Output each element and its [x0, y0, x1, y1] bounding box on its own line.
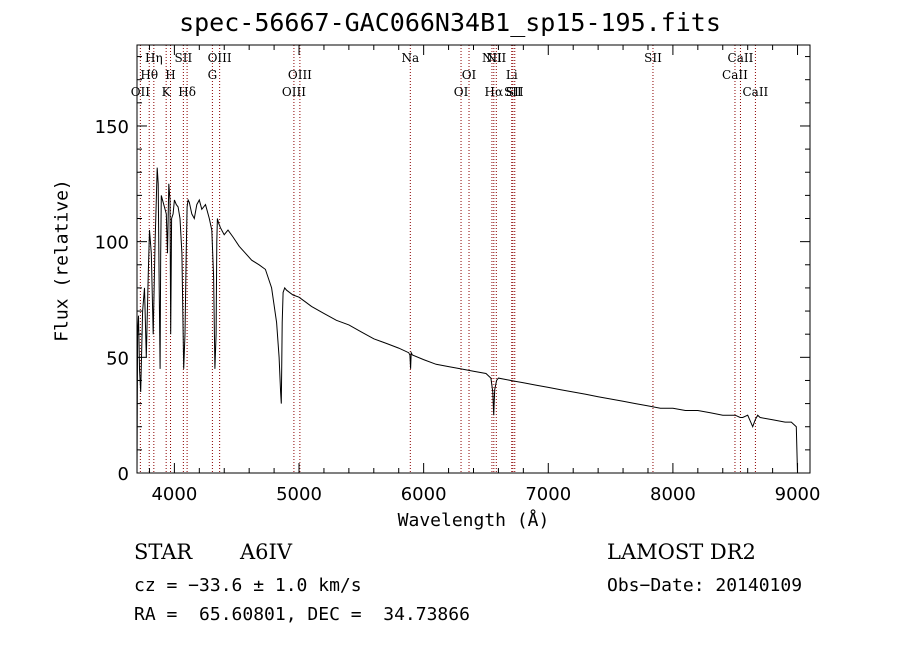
object-class: STAR [134, 540, 193, 564]
y-axis-label: Flux (relative) [51, 179, 73, 342]
redshift-velocity: cz = −33.6 ± 1.0 km/s [134, 575, 362, 596]
y-tick-label-100: 100 [95, 233, 129, 254]
marker-label-14: NII [482, 51, 502, 65]
survey-name: LAMOST DR2 [607, 540, 756, 564]
x-tick-label-4000: 4000 [151, 484, 197, 505]
marker-label-10: OIII [288, 68, 312, 82]
x-tick-label-9000: 9000 [775, 484, 821, 505]
marker-label-3: K [162, 85, 172, 99]
marker-label-16: NII [486, 51, 506, 65]
marker-label-12: OI [454, 85, 469, 99]
marker-label-20: SII [644, 51, 662, 65]
chart-title: spec-56667-GAC066N34B1_sp15-195.fits [179, 8, 721, 37]
spectral-line-labels: OIIHθHηKHSIIHδGOIIIOIIIOIIINaOIOINIIHαNI… [131, 51, 769, 99]
spectral-line-markers [139, 45, 756, 473]
marker-label-6: Hδ [178, 85, 196, 99]
observation-date: Obs−Date: 20140109 [607, 575, 803, 596]
y-tick-label-50: 50 [106, 348, 129, 369]
x-tick-label-6000: 6000 [401, 484, 447, 505]
x-tick-label-7000: 7000 [525, 484, 571, 505]
marker-label-17: Li [506, 68, 518, 82]
x-tick-label-8000: 8000 [650, 484, 696, 505]
marker-label-21: CaII [722, 68, 748, 82]
marker-label-19: SII [506, 85, 524, 99]
marker-label-18: SII [504, 85, 522, 99]
marker-label-0: OII [131, 85, 151, 99]
x-axis: 4000 5000 6000 7000 8000 9000 [148, 45, 821, 505]
marker-label-23: CaII [742, 85, 768, 99]
y-tick-label-0: 0 [118, 464, 129, 485]
marker-label-4: H [165, 68, 175, 82]
y-axis: 0 50 100 150 [95, 56, 810, 485]
marker-label-1: Hθ [140, 68, 158, 82]
y-tick-label-150: 150 [95, 117, 129, 138]
marker-label-13: OI [462, 68, 477, 82]
marker-label-2: Hη [145, 51, 163, 65]
flux-series-line [136, 167, 798, 474]
coordinates: RA = 65.60801, DEC = 34.73866 [134, 604, 470, 625]
marker-label-22: CaII [728, 51, 754, 65]
marker-label-8: OIII [208, 51, 232, 65]
x-tick-label-5000: 5000 [276, 484, 322, 505]
marker-label-7: G [208, 68, 218, 82]
marker-label-5: SII [175, 51, 193, 65]
marker-label-11: Na [401, 51, 419, 65]
plot-frame [136, 44, 811, 474]
marker-label-9: OIII [282, 85, 306, 99]
object-subclass: A6IV [240, 540, 292, 564]
marker-label-15: Hα [485, 85, 504, 99]
x-axis-label: Wavelength (Å) [397, 510, 550, 531]
